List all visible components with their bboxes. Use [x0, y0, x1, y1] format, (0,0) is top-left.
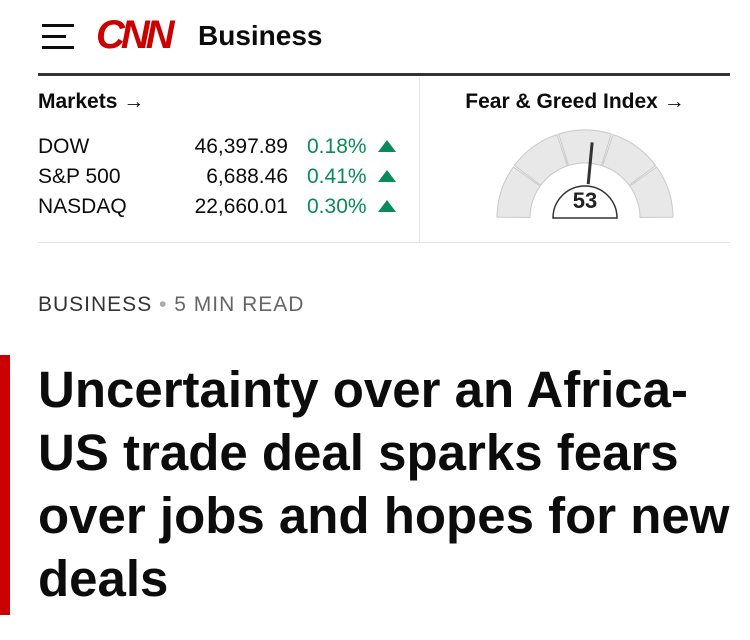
- rule: [38, 73, 730, 76]
- index-change: 0.41%: [307, 165, 367, 188]
- triangle: [378, 200, 396, 212]
- logo[interactable]: CNN: [96, 13, 175, 57]
- triangle: [378, 140, 396, 152]
- arrow: →: [663, 90, 685, 113]
- gauge-needle: [586, 142, 594, 185]
- arrow: →: [123, 90, 145, 113]
- index-name: S&P 500: [38, 165, 121, 188]
- market-row[interactable]: S&P 500 6,688.46 0.41%: [38, 162, 408, 192]
- fear-greed-link[interactable]: Fear & Greed Index →: [420, 90, 730, 114]
- article-section[interactable]: BUSINESS: [38, 293, 153, 316]
- menu-icon[interactable]: [42, 24, 76, 50]
- market-row[interactable]: NASDAQ 22,660.01 0.30%: [38, 192, 408, 222]
- value-bubble: [552, 185, 618, 219]
- gauge-segment: [601, 133, 657, 186]
- article-meta: BUSINESS • 5 MIN READ: [38, 293, 305, 316]
- gauge: 53: [496, 129, 674, 219]
- market-row[interactable]: DOW 46,397.89 0.18%: [38, 132, 408, 162]
- accent-bar: [0, 355, 10, 615]
- gauge-segment: [558, 129, 612, 167]
- gauge-segment: [496, 166, 541, 218]
- up-arrow: [378, 200, 396, 212]
- index-value: 46,397.89: [194, 135, 288, 158]
- read-time: 5 MIN READ: [174, 293, 305, 316]
- triangle: [378, 170, 396, 182]
- index-name: DOW: [38, 135, 90, 158]
- up-arrow: [378, 170, 396, 182]
- gauge-segment: [629, 166, 674, 218]
- up-arrow: [378, 140, 396, 152]
- fear-greed-title: Fear & Greed Index: [465, 90, 658, 113]
- gauge-segment: [513, 133, 569, 186]
- headline: Uncertainty over an Africa-US trade deal…: [38, 361, 730, 607]
- markets-link[interactable]: Markets →: [38, 90, 144, 114]
- gauge-value: 53: [573, 188, 597, 213]
- section-name[interactable]: Business: [198, 20, 323, 51]
- rule: [38, 242, 730, 243]
- index-change: 0.30%: [307, 195, 367, 218]
- index-name: NASDAQ: [38, 195, 127, 218]
- divider: [419, 78, 420, 242]
- index-value: 6,688.46: [206, 165, 288, 188]
- index-value: 22,660.01: [194, 195, 288, 218]
- markets-title: Markets: [38, 90, 118, 113]
- index-change: 0.18%: [307, 135, 367, 158]
